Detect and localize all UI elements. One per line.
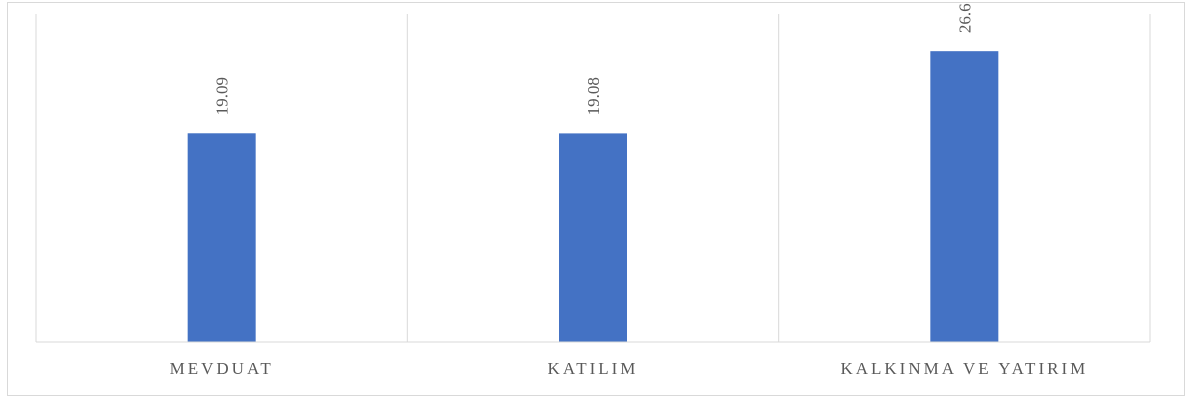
category-label-1: KATILIM [548,359,639,378]
value-labels: 19.09 19.08 26.6 [213,3,975,115]
value-label-0: 19.09 [213,77,232,115]
category-labels: MEVDUAT KATILIM KALKINMA VE YATIRIM [170,359,1088,378]
bar-1 [559,133,627,342]
bar-2 [930,51,999,342]
bars [187,51,999,342]
bar-0 [187,133,256,342]
value-label-2: 26.6 [955,3,974,33]
category-label-2: KALKINMA VE YATIRIM [840,359,1088,378]
value-label-1: 19.08 [584,77,603,115]
grid-lines [35,14,1151,342]
category-label-0: MEVDUAT [170,359,274,378]
